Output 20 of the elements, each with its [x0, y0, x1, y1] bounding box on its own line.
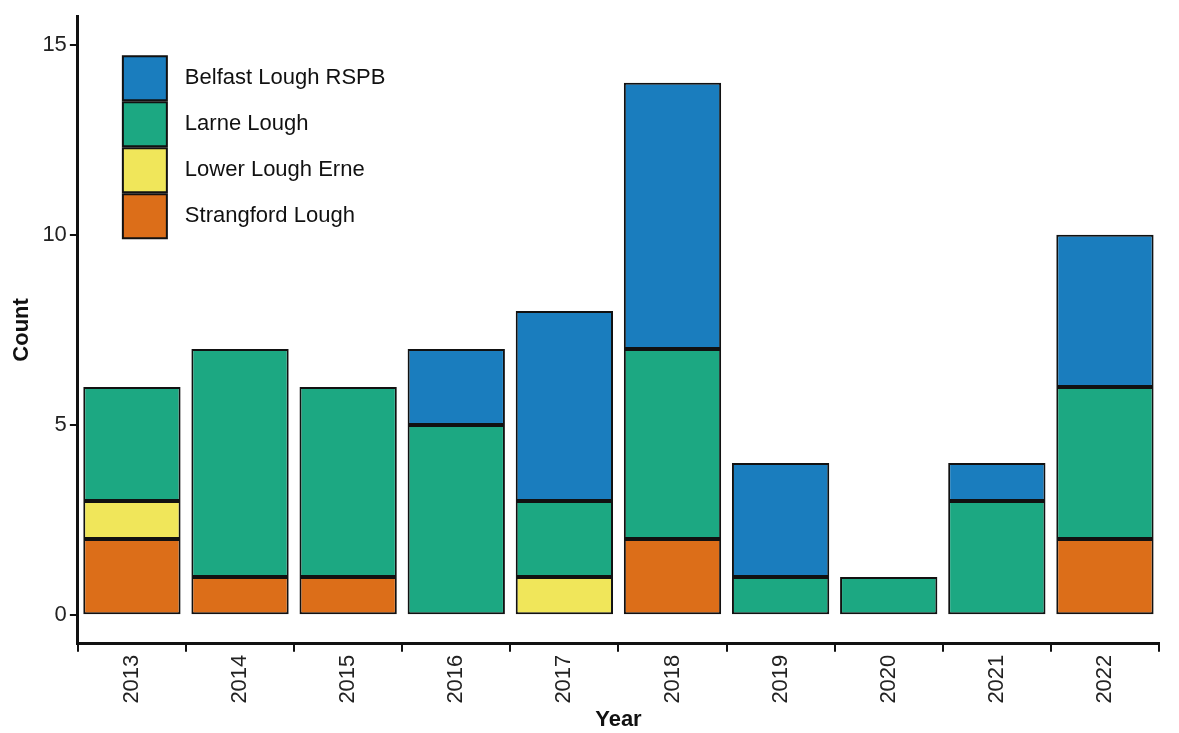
legend-label: Lower Lough Erne [184, 156, 365, 182]
x-tick-label: 2021 [982, 654, 1008, 704]
x-tick-label: 2022 [1091, 654, 1117, 704]
legend-label: Belfast Lough RSPB [184, 64, 386, 90]
y-tick-label: 0 [54, 601, 67, 627]
y-tick-label: 10 [42, 220, 67, 246]
y-tick-label: 15 [42, 30, 67, 56]
x-tick-label: 2020 [874, 654, 900, 704]
x-tick-label: 2019 [766, 654, 792, 704]
legend-label: Strangford Lough [184, 202, 355, 228]
legend-label: Larne Lough [184, 110, 309, 136]
x-tick-label: 2017 [550, 654, 576, 704]
x-tick-label: 2016 [442, 654, 468, 704]
x-tick-label: 2014 [226, 654, 252, 704]
x-axis-title: Year [595, 705, 643, 731]
x-tick-label: 2018 [658, 654, 684, 704]
y-tick-label: 5 [54, 411, 67, 437]
x-tick-label: 2015 [334, 654, 360, 704]
x-tick-label: 2013 [117, 654, 143, 704]
y-axis-title: Count [8, 297, 34, 362]
